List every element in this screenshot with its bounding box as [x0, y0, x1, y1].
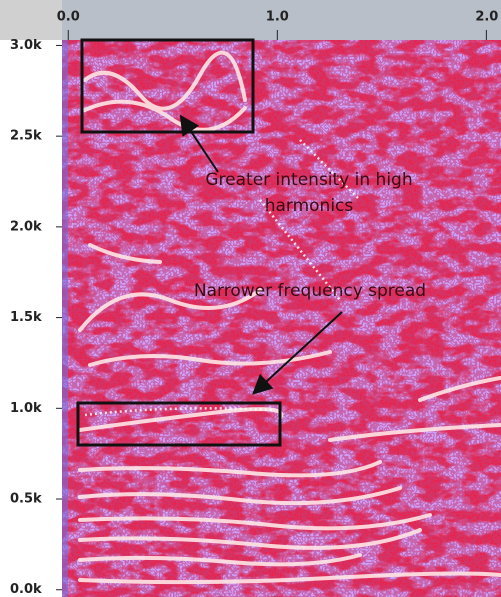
- x-tick-label: 1.0: [266, 10, 289, 25]
- ruler-selection: [62, 0, 501, 40]
- annotation-line: Narrower frequency spread: [194, 281, 426, 301]
- annotation: Greater intensity in high harmonics: [205, 170, 412, 216]
- y-tick-label: 3.0k: [10, 38, 42, 53]
- y-tick-label: 0.5k: [10, 492, 42, 507]
- y-tick-label: 2.5k: [10, 129, 42, 144]
- y-tick-label: 1.0k: [10, 401, 42, 416]
- annotation-line: harmonics: [265, 196, 354, 216]
- annotation-arrows: [179, 114, 343, 395]
- spectrogram-image: [62, 40, 501, 597]
- annotation: Narrower frequency spread: [194, 281, 426, 301]
- annotation-line: Greater intensity in high: [205, 170, 412, 190]
- y-tick-label: 1.5k: [10, 310, 42, 325]
- y-tick-label: 0.0k: [10, 582, 42, 597]
- annotation-boxes: [76, 38, 282, 447]
- x-tick-label: 2.0: [475, 10, 498, 25]
- y-tick-label: 2.0k: [10, 219, 42, 234]
- x-tick-label: 0.0: [57, 10, 80, 25]
